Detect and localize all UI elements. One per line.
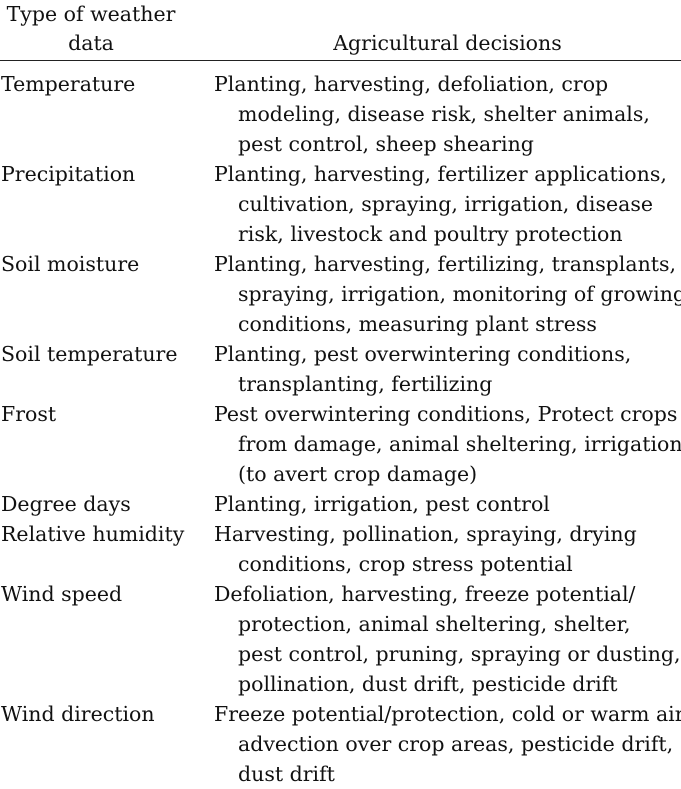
- weather-type-cell: Soil moisture: [1, 252, 140, 276]
- decisions-line: from damage, animal sheltering, irrigati…: [238, 432, 681, 456]
- table-row: Soil temperature Planting, pest overwinte…: [0, 339, 681, 399]
- weather-type-cell: Wind direction: [1, 702, 155, 726]
- table-row: Degree days Planting, irrigation, pest co…: [0, 489, 681, 519]
- weather-type-cell: Soil temperature: [1, 342, 178, 366]
- decisions-line: Planting, irrigation, pest control: [214, 492, 550, 516]
- table-row: Frost Pest overwintering conditions, Prot…: [0, 399, 681, 489]
- decisions-line: conditions, measuring plant stress: [238, 312, 597, 336]
- decisions-cell: Planting, pest overwintering conditions,…: [214, 339, 681, 399]
- decisions-line: risk, livestock and poultry protection: [238, 222, 623, 246]
- weather-type-cell: Wind speed: [1, 582, 123, 606]
- decisions-line: Planting, harvesting, defoliation, crop: [214, 72, 609, 96]
- decisions-line: Planting, harvesting, fertilizer applica…: [214, 162, 667, 186]
- weather-type-cell: Degree days: [1, 492, 131, 516]
- decisions-line: pollination, dust drift, pesticide drift: [238, 672, 618, 696]
- decisions-line: Pest overwintering conditions, Protect c…: [214, 402, 678, 426]
- weather-type-cell: Precipitation: [1, 162, 136, 186]
- decisions-line: pest control, sheep shearing: [238, 132, 534, 156]
- header-rule: [0, 60, 681, 62]
- table-row: Wind speed Defoliation, harvesting, freez…: [0, 579, 681, 699]
- decisions-line: Planting, harvesting, fertilizing, trans…: [214, 252, 677, 276]
- decisions-line: cultivation, spraying, irrigation, disea…: [238, 192, 654, 216]
- decisions-line: Freeze potential/protection, cold or war…: [214, 702, 681, 726]
- decisions-line: protection, animal sheltering, shelter,: [238, 612, 631, 636]
- header-type-of-weather-data: Type of weather data: [0, 0, 182, 58]
- decisions-cell: Harvesting, pollination, spraying, dryin…: [214, 519, 681, 579]
- weather-type-cell: Relative humidity: [1, 522, 185, 546]
- decisions-cell: Planting, irrigation, pest control: [214, 489, 681, 519]
- decisions-cell: Pest overwintering conditions, Protect c…: [214, 399, 681, 489]
- table-row: Relative humidity Harvesting, pollination…: [0, 519, 681, 579]
- decisions-line: (to avert crop damage): [238, 462, 478, 486]
- table-row: Temperature Planting, harvesting, defolia…: [0, 69, 681, 159]
- decisions-line: pest control, pruning, spraying or dusti…: [238, 642, 681, 666]
- table-row: Soil moisture Planting, harvesting, ferti…: [0, 249, 681, 339]
- decisions-line: Planting, pest overwintering conditions,: [214, 342, 632, 366]
- decisions-line: dust drift: [238, 762, 335, 786]
- decisions-cell: Planting, harvesting, fertilizing, trans…: [214, 249, 681, 339]
- table-header: Type of weather data Agricultural decisi…: [0, 0, 681, 60]
- table-row: Precipitation Planting, harvesting, ferti…: [0, 159, 681, 249]
- decisions-line: conditions, crop stress potential: [238, 552, 573, 576]
- decisions-line: transplanting, fertilizing: [238, 372, 493, 396]
- weather-type-cell: Temperature: [1, 72, 136, 96]
- decisions-line: Defoliation, harvesting, freeze potentia…: [214, 582, 636, 606]
- decisions-cell: Planting, harvesting, defoliation, crop m…: [214, 69, 681, 159]
- decisions-cell: Defoliation, harvesting, freeze potentia…: [214, 579, 681, 699]
- header-agricultural-decisions: Agricultural decisions: [333, 31, 562, 55]
- table-body: Temperature Planting, harvesting, defolia…: [0, 69, 681, 789]
- decisions-cell: Planting, harvesting, fertilizer applica…: [214, 159, 681, 249]
- decisions-line: Harvesting, pollination, spraying, dryin…: [214, 522, 637, 546]
- decisions-line: modeling, disease risk, shelter animals,: [238, 102, 650, 126]
- header-type-line-1: Type of weather: [6, 2, 176, 26]
- weather-type-cell: Frost: [1, 402, 57, 426]
- decisions-cell: Freeze potential/protection, cold or war…: [214, 699, 681, 789]
- decisions-line: spraying, irrigation, monitoring of grow…: [238, 282, 681, 306]
- decisions-line: advection over crop areas, pesticide dri…: [238, 732, 674, 756]
- table-row: Wind direction Freeze potential/protectio…: [0, 699, 681, 789]
- header-type-line-2: data: [68, 31, 114, 55]
